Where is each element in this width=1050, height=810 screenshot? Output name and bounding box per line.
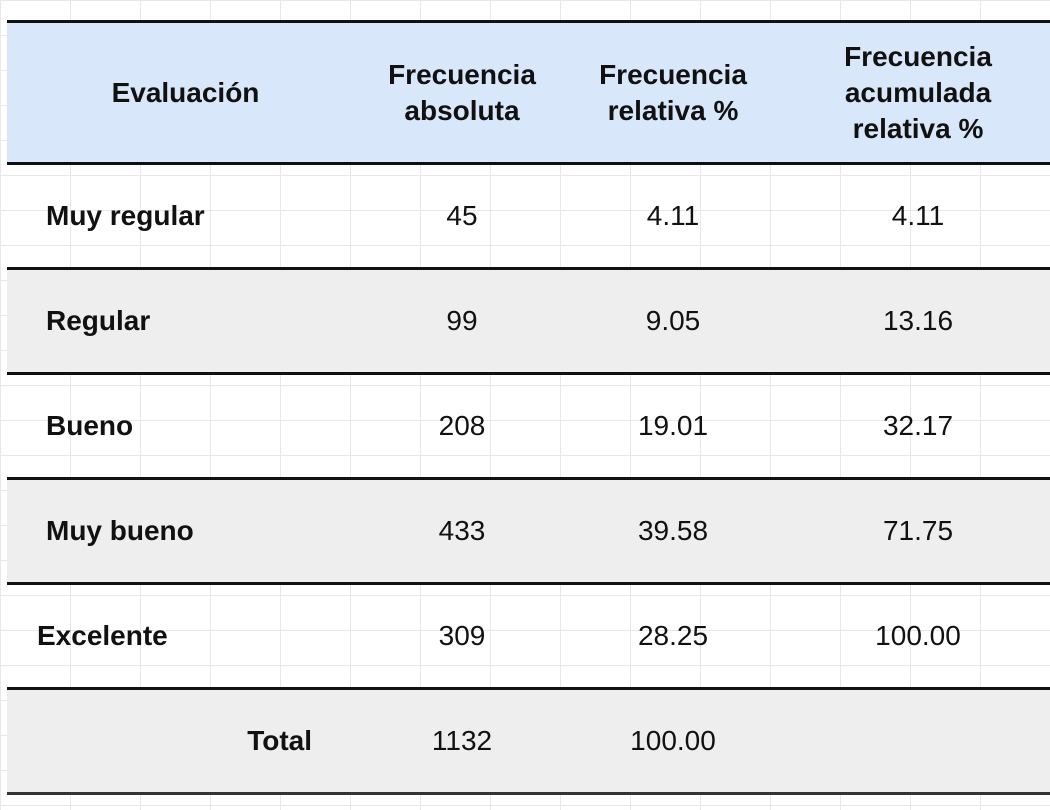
- cell-absoluta: 99: [446, 305, 478, 336]
- table-row: Muy bueno 433 39.58 71.75: [7, 478, 1050, 584]
- cell-absoluta: 433: [438, 515, 486, 546]
- total-label: Total: [247, 725, 312, 756]
- cell-acumulada: 71.75: [882, 515, 954, 546]
- cell-relativa: 9.05: [645, 305, 701, 336]
- cell-relativa: 4.11: [646, 200, 700, 231]
- cell-acumulada: 13.16: [882, 305, 954, 336]
- cell-absoluta: 309: [438, 620, 486, 651]
- cell-evaluacion: Excelente: [37, 620, 168, 651]
- cell-acumulada: 100.00: [875, 620, 961, 651]
- table-row: Regular 99 9.05 13.16: [7, 268, 1050, 374]
- header-row: Evaluación Frecuencia absoluta Frecuenci…: [7, 21, 1050, 164]
- cell-relativa: 39.58: [637, 515, 709, 546]
- total-row: Total 1132 100.00: [7, 688, 1050, 794]
- table-row: Bueno 208 19.01 32.17: [7, 374, 1050, 479]
- cell-evaluacion: Muy bueno: [46, 515, 194, 546]
- frequency-table: Evaluación Frecuencia absoluta Frecuenci…: [7, 20, 1050, 795]
- cell-absoluta: 45: [446, 200, 478, 231]
- cell-relativa: 19.01: [637, 410, 709, 441]
- cell-relativa: 28.25: [637, 620, 709, 651]
- cell-acumulada: 4.11: [891, 200, 945, 231]
- table-row: Excelente 309 28.25 100.00: [7, 584, 1050, 689]
- total-relativa: 100.00: [630, 725, 716, 756]
- header-frecuencia-absoluta: Frecuencia absoluta: [388, 58, 536, 126]
- cell-absoluta: 208: [438, 410, 486, 441]
- cell-evaluacion: Bueno: [46, 410, 134, 441]
- cell-evaluacion: Regular: [46, 305, 151, 336]
- cell-acumulada: 32.17: [882, 410, 954, 441]
- header-frecuencia-relativa: Frecuencia relativa %: [599, 58, 747, 126]
- table-row: Muy regular 45 4.11 4.11: [7, 164, 1050, 269]
- header-evaluacion: Evaluación: [111, 76, 260, 108]
- cell-evaluacion: Muy regular: [46, 200, 205, 231]
- total-absoluta: 1132: [431, 725, 493, 756]
- header-frecuencia-acumulada: Frecuencia acumulada relativa %: [844, 40, 992, 144]
- total-acumulada: [786, 689, 1050, 794]
